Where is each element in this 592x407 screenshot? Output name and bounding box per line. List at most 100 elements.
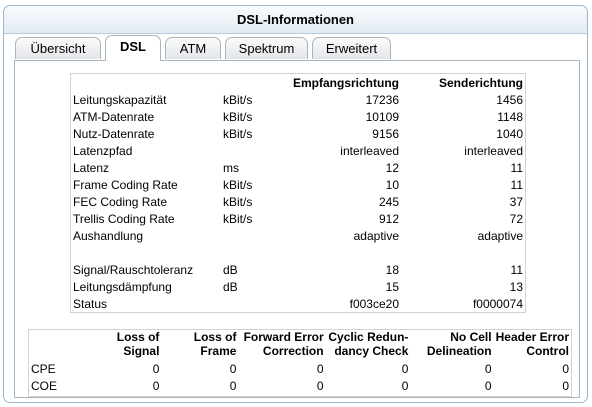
error-count: 0 [229,361,237,376]
table-row: COE 0 0 0 0 0 0 [29,377,571,394]
error-col-header: No Cell Delineation [410,330,493,360]
error-counters-table: Loss of Signal Loss of Frame Forward Error Co… [29,330,571,394]
error-count: 0 [401,361,409,376]
col-header-rx: Empfangsrichtung [292,75,399,90]
row-unit [221,244,289,261]
row-tx-value: 1456 [496,92,523,107]
row-label: Status [73,296,108,311]
error-count: 0 [484,361,492,376]
row-unit: kBit/s [223,177,253,192]
row-label: Leitungsdämpfung [73,279,172,294]
header-line-2: Control [526,344,569,358]
table-row: Aushandlung adaptive adaptive [71,227,525,244]
header-line-1: Loss of [116,330,160,344]
error-col-header: Loss of Frame [161,330,238,360]
header-line-2: Delineation [426,344,492,358]
error-col-header: Cyclic Redun-dancy Check [326,330,411,360]
table-row: Nutz-Datenrate kBit/s 9156 1040 [71,125,525,142]
header-line-1: Forward Error [243,330,324,344]
row-label: Signal/Rauschtoleranz [73,262,194,277]
error-count: 0 [152,361,160,376]
dsl-values-box: Empfangsrichtung Senderichtung Leitungsk… [70,73,526,313]
error-col-header: Header Error Control [494,330,571,360]
error-count: 0 [562,361,569,376]
table-row: Signal/Rauschtoleranz dB 18 11 [71,261,525,278]
row-rx-value: 12 [385,160,399,175]
row-label: Nutz-Datenrate [73,126,155,141]
header-line-2: Signal [123,344,160,358]
row-tx-value: 13 [509,279,523,294]
row-label: FEC Coding Rate [73,194,168,209]
table-row: Leitungsdämpfung dB 15 13 [71,278,525,295]
table-row: FEC Coding Rate kBit/s 245 37 [71,193,525,210]
row-unit: kBit/s [223,126,253,141]
tab-atm[interactable]: ATM [165,37,221,59]
header-line-2: Frame [200,344,237,358]
table-row: Leitungskapazität kBit/s 17236 1456 [71,91,525,108]
dsl-values-table: Empfangsrichtung Senderichtung Leitungsk… [71,74,525,312]
table-row: Latenz ms 12 11 [71,159,525,176]
row-label: Trellis Coding Rate [73,211,175,226]
header-line-1: Header Error [495,330,569,344]
row-label: Aushandlung [73,228,144,243]
row-rx-value: adaptive [353,228,399,243]
row-tx-value: 1148 [497,109,523,124]
row-unit [221,295,289,312]
row-label: CPE [31,361,56,376]
row-unit: kBit/s [223,109,253,124]
row-tx-value: 11 [510,160,523,175]
row-rx-value: interleaved [340,143,399,158]
row-unit [221,142,289,159]
row-rx-value: 9156 [372,126,399,141]
error-count: 0 [152,378,160,393]
row-label: Frame Coding Rate [73,177,178,192]
table-row: Frame Coding Rate kBit/s 10 11 [71,176,525,193]
tab-spektrum[interactable]: Spektrum [225,37,308,59]
table-row: CPE 0 0 0 0 0 0 [29,360,571,377]
row-tx-value: f0000074 [472,296,523,311]
row-rx-value: 15 [385,279,399,294]
panel-title: DSL-Informationen [4,6,587,34]
row-unit: ms [223,160,239,175]
table-row [71,244,525,261]
row-label: Latenz [73,160,110,175]
row-rx-value: 18 [385,262,399,277]
header-line-1: No Cell [450,330,492,344]
error-counters-box: Loss of Signal Loss of Frame Forward Error Co… [28,329,572,397]
row-label [71,244,221,261]
row-tx-value: 1040 [496,126,523,141]
row-tx-value: interleaved [464,143,523,158]
error-col-header: Loss of Signal [79,330,162,360]
row-tx-value: adaptive [477,228,523,243]
tab-erweitert[interactable]: Erweitert [312,37,391,59]
row-unit: kBit/s [223,211,253,226]
error-count: 0 [316,378,324,393]
row-unit: dB [223,279,238,294]
row-label: ATM-Datenrate [73,109,155,124]
table-row: Latenzpfad interleaved interleaved [71,142,525,159]
row-rx-value: f003ce20 [349,296,399,311]
row-unit: dB [223,262,238,277]
error-count: 0 [484,378,492,393]
row-rx-value: 10 [385,177,399,192]
header-line-1: Loss of [193,330,237,344]
table-row: Trellis Coding Rate kBit/s 912 72 [71,210,525,227]
row-tx-value: 37 [509,194,523,209]
tab-dsl[interactable]: DSL [105,35,161,61]
error-count: 0 [562,378,569,393]
row-tx-value: 11 [510,177,523,192]
row-unit: kBit/s [223,194,253,209]
header-line-1: Cyclic Redun- [328,330,409,344]
tab-uebersicht[interactable]: Übersicht [15,37,101,59]
row-rx-value: 10109 [365,109,399,124]
row-rx-value: 245 [378,194,399,209]
error-count: 0 [401,378,409,393]
row-rx-value: 17236 [365,92,399,107]
header-line-2: dancy Check [334,344,409,358]
error-count: 0 [229,378,237,393]
row-rx-value: 912 [378,211,399,226]
row-tx-value [401,244,525,261]
tab-content [14,60,580,398]
error-count: 0 [316,361,324,376]
col-header-tx: Senderichtung [438,75,523,90]
